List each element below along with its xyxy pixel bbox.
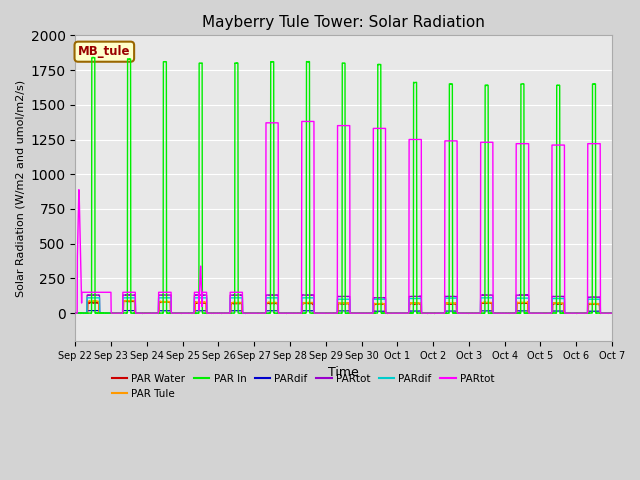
Y-axis label: Solar Radiation (W/m2 and umol/m2/s): Solar Radiation (W/m2 and umol/m2/s) — [15, 80, 25, 297]
Text: MB_tule: MB_tule — [78, 45, 131, 58]
Legend: PAR Water, PAR Tule, PAR In, PARdif, PARtot, PARdif, PARtot: PAR Water, PAR Tule, PAR In, PARdif, PAR… — [108, 370, 499, 403]
X-axis label: Time: Time — [328, 366, 359, 379]
Title: Mayberry Tule Tower: Solar Radiation: Mayberry Tule Tower: Solar Radiation — [202, 15, 485, 30]
